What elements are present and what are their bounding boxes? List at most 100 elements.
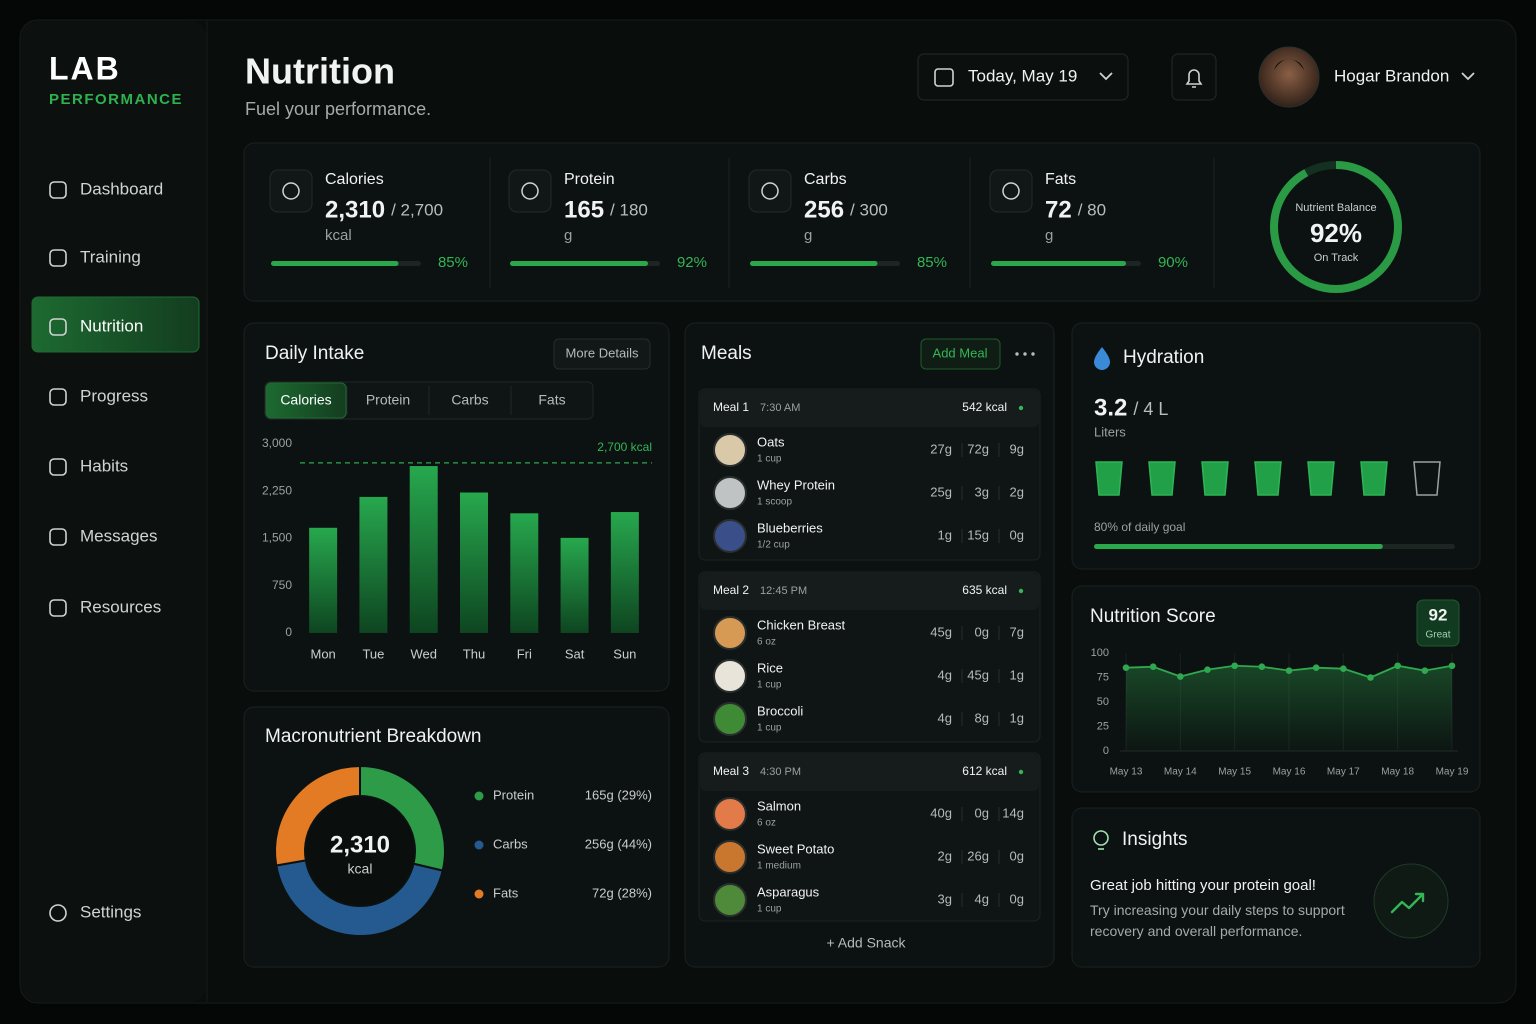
meal-dot	[1018, 769, 1024, 775]
nav-item[interactable]: Dashboard	[80, 179, 163, 198]
hydration-value: 3.2	[1094, 394, 1127, 421]
stat-label: Carbs	[804, 171, 847, 188]
meal-name: Meal 1	[713, 400, 749, 414]
donut-slice	[274, 764, 361, 867]
insights-headline: Great job hitting your protein goal!	[1090, 877, 1316, 894]
x-tick-label: Sun	[613, 646, 636, 661]
tab-active[interactable]	[265, 382, 347, 419]
food-name: Chicken Breast	[757, 617, 846, 632]
chevron	[1461, 72, 1475, 81]
tab[interactable]: Protein	[366, 392, 410, 408]
nav-item[interactable]: Progress	[80, 386, 148, 405]
legend-dot	[474, 889, 484, 899]
calendar-icon	[934, 68, 954, 87]
food-macro: 72g	[967, 441, 989, 456]
sidebar	[21, 21, 207, 1002]
y-tick-label: 25	[1097, 720, 1109, 732]
meal-group	[698, 752, 1041, 922]
bar	[510, 513, 539, 633]
panel-title: Insights	[1122, 829, 1187, 850]
stat-value: 256	[804, 196, 844, 223]
food-macro: 0g	[975, 805, 989, 820]
food-macro: 45g	[967, 667, 989, 682]
y-tick-label: 50	[1097, 696, 1109, 708]
food-macro: 3g	[975, 484, 989, 499]
nav-item[interactable]: Messages	[80, 526, 157, 545]
user-name[interactable]: Hogar Brandon	[1334, 66, 1449, 85]
add-meal-button[interactable]	[920, 338, 1001, 370]
hydration-bar	[1094, 544, 1383, 549]
hydration-unit: Liters	[1094, 424, 1126, 439]
food-name: Salmon	[757, 798, 801, 813]
avatar	[1258, 46, 1320, 108]
y-tick-label: 100	[1091, 647, 1109, 659]
panel-title: Nutrition Score	[1090, 606, 1216, 627]
button-label[interactable]: More Details	[566, 345, 639, 360]
stat-icon	[521, 182, 539, 200]
stat-unit: g	[1045, 227, 1053, 244]
score-point	[1367, 674, 1374, 681]
tab[interactable]: Calories	[280, 392, 331, 408]
drop-icon	[1094, 347, 1110, 370]
nav-settings[interactable]: Settings	[80, 902, 141, 921]
legend-label: Fats	[493, 885, 519, 900]
date-picker[interactable]	[917, 53, 1129, 101]
meal-time: 12:45 PM	[760, 585, 807, 597]
bell-button[interactable]	[1171, 53, 1217, 101]
water-cup	[1360, 461, 1388, 496]
legend-value: 165g (29%)	[585, 787, 652, 802]
tab[interactable]: Carbs	[451, 392, 488, 408]
tab[interactable]: Fats	[538, 392, 565, 408]
nav-item[interactable]: Nutrition	[80, 316, 143, 335]
food-macro: 4g	[938, 710, 952, 725]
button-label[interactable]: Add Meal	[933, 345, 988, 360]
more-details-button[interactable]	[553, 338, 651, 370]
x-tick-label: Thu	[463, 646, 485, 661]
meal-header	[700, 390, 1039, 427]
nav-icon	[49, 458, 67, 476]
stat-percent: 92%	[677, 254, 707, 271]
food-macro: 0g	[1010, 848, 1024, 863]
score-area	[1126, 665, 1452, 751]
meal-group	[698, 571, 1041, 743]
food-macro: 45g	[930, 624, 952, 639]
food-qty: 1 medium	[757, 861, 801, 872]
stat-goal: / 80	[1078, 200, 1106, 219]
panel-hydration	[1071, 322, 1481, 570]
nav-item[interactable]: Habits	[80, 456, 128, 475]
y-tick-label: 75	[1097, 671, 1109, 683]
food-macro: 25g	[930, 484, 952, 499]
food-qty: 1 cup	[757, 904, 782, 915]
food-image	[713, 797, 747, 831]
nav-item[interactable]: Training	[80, 247, 141, 266]
food-image	[713, 476, 747, 510]
nav-item[interactable]: Resources	[80, 597, 161, 616]
meal-kcal: 612 kcal	[962, 764, 1007, 778]
balance-status: On Track	[1314, 252, 1359, 264]
stat-icon	[761, 182, 779, 200]
food-qty: 1/2 cup	[757, 540, 790, 551]
x-tick-label: May 17	[1327, 767, 1360, 778]
score-point	[1204, 666, 1211, 673]
score-point	[1258, 663, 1266, 671]
brand-tagline: PERFORMANCE	[49, 91, 183, 108]
settings-icon	[49, 904, 67, 922]
water-cup	[1201, 461, 1229, 496]
page-title: Nutrition	[245, 51, 395, 92]
add-snack[interactable]: + Add Snack	[826, 935, 906, 951]
meal-dot	[1018, 405, 1024, 411]
stat-unit: g	[564, 227, 572, 244]
food-macro: 1g	[938, 527, 952, 542]
bar	[610, 512, 639, 633]
meal-header	[700, 754, 1039, 791]
food-image	[713, 433, 747, 467]
food-image	[713, 616, 747, 650]
stat-bar	[991, 261, 1126, 266]
x-tick-label: Mon	[310, 646, 335, 661]
x-tick-label: May 13	[1110, 767, 1143, 778]
balance-ring	[1270, 161, 1402, 293]
insights-body: Try increasing your daily steps to suppo…	[1090, 902, 1345, 939]
score-point	[1421, 667, 1429, 674]
food-qty: 6 oz	[757, 637, 776, 648]
